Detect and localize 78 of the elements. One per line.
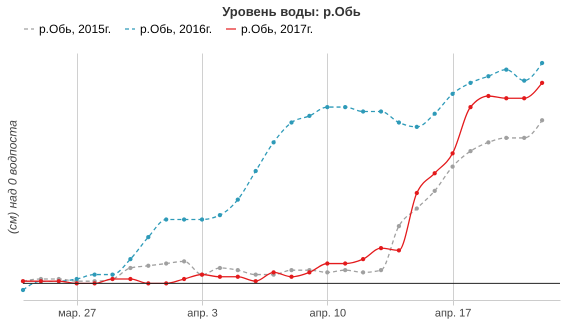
point [360,270,366,274]
point [307,114,312,118]
point [92,272,97,277]
point [360,257,366,262]
point [540,118,544,122]
point [468,149,473,154]
point [486,94,491,98]
point [522,96,526,100]
x-tick-label: мар. 27 [58,308,96,320]
point [289,120,294,125]
legend-label: р.Обь, 2015г. [39,22,112,36]
point [182,259,186,264]
point [468,104,473,110]
point [378,109,384,114]
point [360,109,366,114]
x-tick-label: апр. 17 [434,308,472,320]
point [396,224,402,228]
point [325,261,330,266]
point [540,60,544,66]
point [110,272,115,277]
point [128,266,133,270]
legend-label: р.Обь, 2016г. [140,22,212,36]
point [343,268,348,272]
point [146,234,150,240]
point [522,78,526,83]
x-tick-label: апр. 3 [187,308,218,320]
x-tick-label: апр. 10 [310,308,346,320]
point [468,80,473,85]
point [343,104,348,110]
point [74,276,79,282]
point [271,140,276,144]
point [182,217,186,222]
point [486,74,491,78]
point [254,168,258,174]
point [396,248,402,252]
point [504,67,508,72]
point [504,96,508,100]
point [128,257,133,262]
point [432,112,437,116]
point [164,261,168,266]
point [540,80,544,85]
point [414,190,419,196]
point [325,104,330,110]
point [236,268,240,272]
point [182,276,186,282]
point [486,140,491,144]
y-axis-title: (см) над 0 водпоста [6,120,20,234]
point [289,274,294,279]
point [218,266,222,270]
point [432,188,437,193]
point [325,270,330,274]
point [343,261,348,266]
point [450,92,455,96]
point [20,288,26,292]
point [450,164,455,169]
point [378,246,384,250]
point [378,268,384,272]
point [396,120,402,125]
point [450,151,455,156]
point [236,274,240,279]
point [414,124,419,130]
point [236,198,240,202]
point [128,276,133,282]
point [289,268,294,272]
point [414,206,419,211]
point [432,171,437,176]
point [254,272,258,277]
point [271,270,276,274]
point [522,136,526,140]
point [200,217,204,222]
point [504,136,508,140]
point [218,212,222,218]
legend-label: р.Обь, 2017г. [241,22,314,36]
point [146,264,150,268]
point [254,279,258,284]
chart-title: Уровень воды: р.Обь [222,4,361,19]
point [218,274,222,279]
point [164,217,168,222]
